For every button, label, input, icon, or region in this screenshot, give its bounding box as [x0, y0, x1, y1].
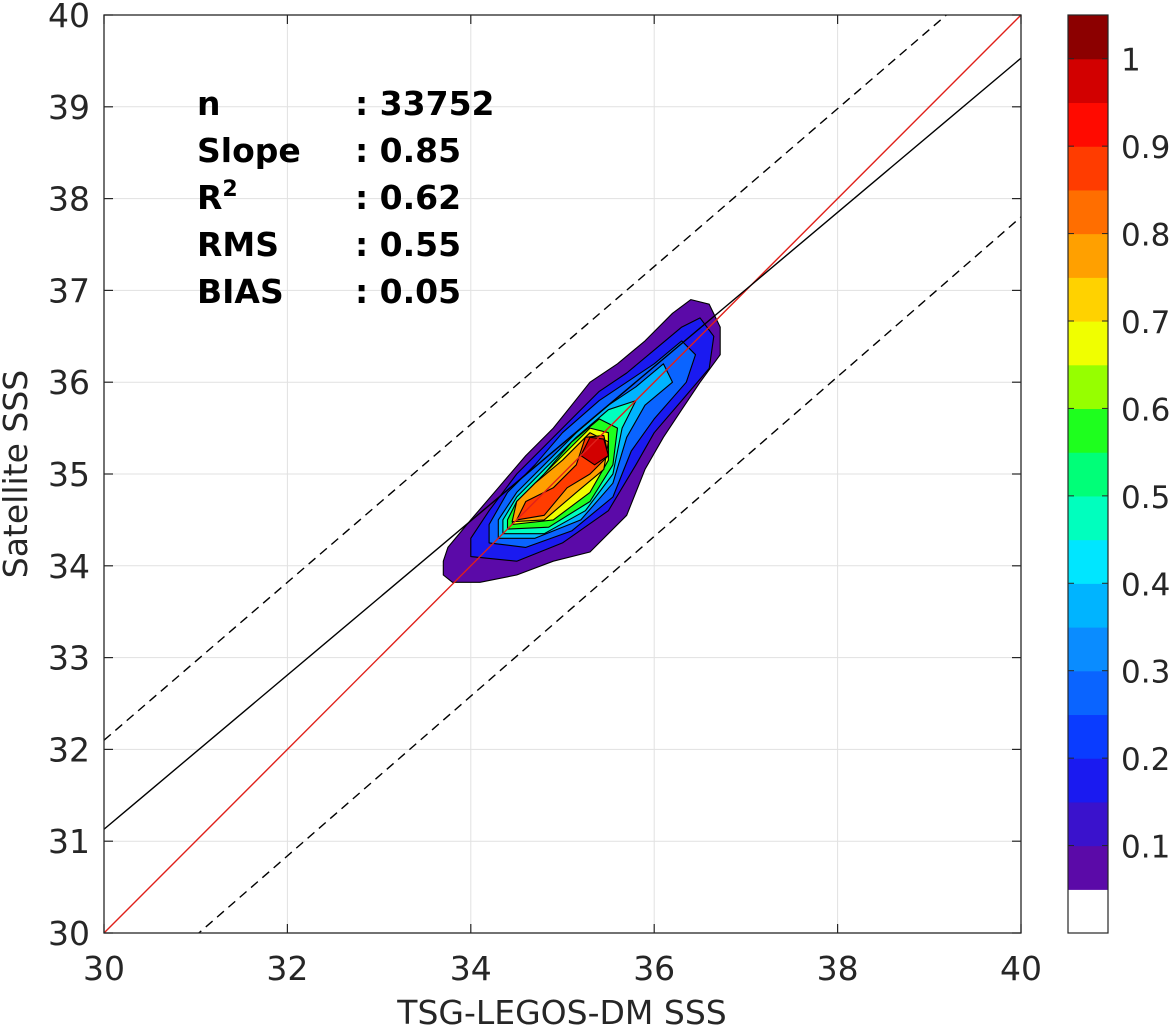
colorbar-tick-label: 0.8: [1121, 218, 1170, 254]
stat-value: : 0.85: [355, 131, 461, 170]
regression-line: [104, 57, 1021, 830]
stat-label: BIAS: [197, 272, 284, 311]
colorbar-segment: [1068, 583, 1108, 628]
colorbar-segment: [1068, 845, 1108, 890]
stats-box: n : 33752 Slope : 0.85 R2 : 0.62 RMS : 0.55 BIAS…: [197, 84, 495, 311]
y-axis-label: Satellite SSS: [0, 370, 35, 579]
y-tick-label: 36: [48, 363, 90, 402]
x-axis-label: TSG-LEGOS-DM SSS: [396, 993, 726, 1028]
y-tick-label: 39: [48, 88, 90, 127]
colorbar-segment: [1068, 277, 1108, 322]
colorbar-tick-label: 0.6: [1121, 392, 1170, 428]
colorbar-tick-label: 0.1: [1121, 830, 1170, 866]
grid-lines: [104, 15, 1021, 933]
colorbar-segment: [1068, 801, 1108, 847]
colorbar-segment: [1068, 233, 1108, 278]
y-tick-label: 35: [48, 455, 90, 494]
colorbar-tick-label: 0.5: [1121, 480, 1170, 516]
stat-label: n: [197, 84, 221, 123]
reference-lines: [104, 15, 1021, 933]
colorbar-segment: [1068, 889, 1108, 934]
y-tick-label: 37: [48, 271, 90, 310]
y-tick-label: 34: [48, 547, 90, 586]
density-contours: [442, 299, 721, 583]
colorbar-tick-label: 0.4: [1121, 567, 1170, 603]
colorbar-segment: [1068, 408, 1108, 453]
x-tick-label: 30: [83, 949, 125, 988]
stat-value: : 0.62: [355, 178, 461, 217]
colorbar-segment: [1068, 452, 1108, 497]
stat-label: Slope: [197, 131, 301, 170]
stat-value: : 0.55: [355, 225, 461, 264]
colorbar-segment: [1068, 364, 1108, 410]
x-tick-label: 38: [817, 949, 859, 988]
upper-bound-line: [104, 15, 948, 741]
y-tick-label: 38: [48, 180, 90, 219]
colorbar-tick-label: 1: [1121, 43, 1141, 79]
stat-label: RMS: [197, 225, 279, 264]
y-tick-label: 30: [48, 914, 90, 953]
colorbar-segment: [1068, 102, 1108, 147]
contour-level: [580, 436, 609, 466]
colorbar-segment: [1068, 627, 1108, 672]
colorbar-segment: [1068, 146, 1108, 191]
colorbar-segment: [1068, 58, 1108, 104]
y-tick-label: 33: [48, 639, 90, 678]
colorbar-segment: [1068, 15, 1108, 60]
colorbar-tick-label: 0.3: [1121, 655, 1170, 691]
y-tick-label: 32: [48, 730, 90, 769]
x-tick-label: 36: [633, 949, 675, 988]
colorbar-segment: [1068, 321, 1108, 366]
colorbar: 0.1 0.2 0.3 0.4 0.5 0.6 0.7 0.8 0.9 1: [1067, 14, 1170, 934]
one-to-one-line: [104, 15, 1021, 933]
x-tick-label: 32: [266, 949, 308, 988]
colorbar-segment: [1068, 714, 1108, 759]
colorbar-tick-label: 0.7: [1121, 305, 1170, 341]
stat-value: : 33752: [355, 84, 495, 123]
colorbar-tick-label: 0.2: [1121, 742, 1170, 778]
colorbar-segment: [1068, 539, 1108, 584]
colorbar-segment: [1068, 495, 1108, 541]
colorbar-segment: [1068, 758, 1108, 803]
lower-bound-line: [197, 216, 1021, 933]
y-tick-label: 31: [48, 822, 90, 861]
colorbar-segment: [1068, 670, 1108, 716]
colorbar-frame: [1067, 14, 1109, 934]
x-tick-label: 40: [1000, 949, 1042, 988]
colorbar-segment: [1068, 189, 1108, 235]
x-tick-label: 34: [450, 949, 492, 988]
stat-value: : 0.05: [355, 272, 461, 311]
stat-label: R2: [197, 177, 238, 217]
colorbar-tick-label: 0.9: [1121, 130, 1170, 166]
axis-ticks: 30 32 34 36 38 40 30 31 32 33 34 35 36 37 38 39 40: [48, 0, 1042, 988]
y-tick-label: 40: [48, 0, 90, 35]
